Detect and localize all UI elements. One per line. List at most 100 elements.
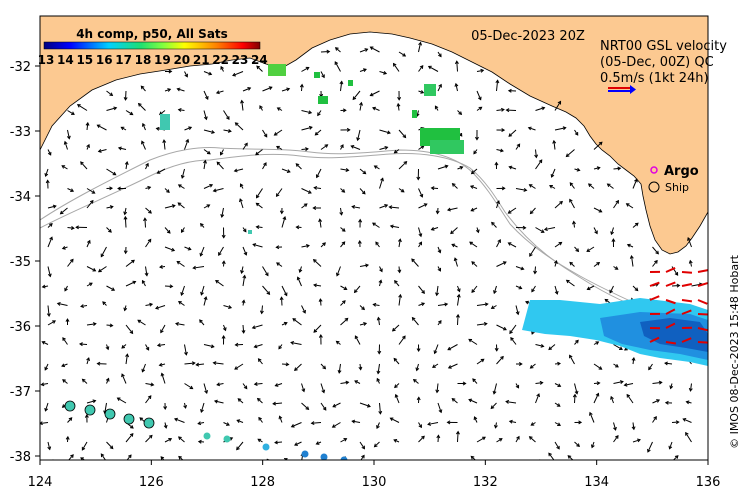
- velocity-arrow-head: [204, 390, 209, 395]
- velocity-arrow-head: [227, 128, 232, 133]
- velocity-arrow-head: [609, 289, 613, 294]
- velocity-arrow: [220, 149, 224, 156]
- velocity-arrow: [508, 242, 517, 248]
- velocity-arrow: [630, 255, 634, 267]
- velocity-arrow-head: [378, 279, 383, 284]
- velocity-arrow-head: [393, 357, 398, 362]
- velocity-arrow-head: [108, 228, 112, 233]
- velocity-arrow: [141, 141, 146, 150]
- velocity-arrow-head: [220, 214, 225, 218]
- velocity-arrow-head: [647, 448, 651, 453]
- velocity-arrow: [42, 341, 49, 345]
- velocity-arrow-head: [438, 320, 442, 324]
- velocity-arrow-head: [80, 304, 84, 309]
- velocity-arrow-head: [234, 122, 239, 126]
- velocity-arrow: [416, 110, 419, 117]
- velocity-arrow: [86, 200, 94, 209]
- velocity-arrow-head: [282, 216, 287, 220]
- velocity-arrow-head: [278, 345, 282, 350]
- velocity-arrow-head: [362, 68, 367, 72]
- velocity-arrow-head: [383, 462, 386, 465]
- velocity-arrow-head: [438, 53, 442, 58]
- velocity-arrow-head: [402, 134, 407, 139]
- velocity-arrow: [97, 124, 107, 131]
- velocity-arrow: [242, 87, 251, 92]
- velocity-arrow: [457, 294, 460, 306]
- velocity-arrow-head: [403, 161, 408, 165]
- velocity-arrow-head: [301, 388, 306, 393]
- velocity-arrow: [196, 363, 205, 366]
- velocity-arrow: [454, 258, 458, 267]
- velocity-arrow: [593, 363, 602, 370]
- velocity-arrow: [125, 281, 136, 287]
- velocity-arrow-head: [312, 258, 317, 263]
- velocity-arrow-head: [569, 182, 574, 186]
- velocity-arrow-head: [313, 283, 317, 288]
- velocity-arrow-head: [493, 290, 497, 295]
- velocity-arrow: [86, 188, 95, 194]
- velocity-arrow-head: [357, 240, 362, 244]
- velocity-arrow-head: [256, 65, 260, 70]
- velocity-arrow-head: [109, 186, 114, 191]
- velocity-arrow: [418, 203, 428, 209]
- velocity-arrow: [47, 205, 56, 209]
- velocity-arrow: [593, 262, 600, 267]
- velocity-arrow: [184, 126, 192, 131]
- velocity-arrow-head: [141, 279, 146, 284]
- velocity-arrow: [281, 88, 290, 92]
- velocity-arrow-head: [69, 258, 74, 263]
- velocity-arrow: [530, 363, 536, 369]
- velocity-arrow: [47, 320, 56, 326]
- velocity-arrow: [106, 206, 113, 209]
- velocity-arrow: [213, 188, 224, 192]
- velocity-arrow: [418, 65, 424, 72]
- velocity-arrow-head: [361, 454, 365, 459]
- velocity-arrow: [200, 402, 205, 413]
- velocity-arrow-head: [47, 446, 52, 451]
- velocity-arrow-head: [376, 377, 381, 382]
- velocity-arrow-head: [145, 346, 150, 351]
- velocity-arrow-head: [518, 362, 523, 366]
- velocity-arrow: [574, 383, 578, 394]
- date-label: 05-Dec-2023 20Z: [471, 29, 585, 44]
- velocity-arrow: [569, 199, 575, 209]
- velocity-arrow: [106, 168, 116, 176]
- velocity-arrow-head: [314, 131, 319, 136]
- velocity-arrow-head: [109, 205, 114, 210]
- velocity-arrow-head: [550, 173, 555, 178]
- velocity-arrow-head: [191, 361, 196, 366]
- velocity-arrow-head: [674, 455, 679, 459]
- velocity-arrow-head: [400, 188, 405, 193]
- velocity-arrow-red: [665, 322, 676, 329]
- velocity-arrow-head: [418, 41, 423, 46]
- velocity-arrow: [398, 335, 406, 345]
- sst-tick-label: 21: [193, 53, 210, 67]
- velocity-arrow: [274, 441, 283, 444]
- velocity-arrow-head: [548, 452, 552, 457]
- velocity-arrow: [432, 363, 439, 368]
- velocity-arrow-head: [515, 384, 520, 389]
- velocity-arrow-red: [665, 308, 676, 315]
- velocity-arrow: [274, 129, 283, 136]
- velocity-arrow-head: [147, 395, 152, 399]
- velocity-arrow-head: [549, 185, 553, 189]
- velocity-arrow: [534, 266, 536, 274]
- velocity-arrow-head: [402, 335, 406, 340]
- velocity-arrow-head: [102, 301, 106, 305]
- velocity-arrow-head: [523, 188, 528, 192]
- velocity-arrow-head: [88, 282, 93, 287]
- velocity-arrow-head: [507, 88, 512, 93]
- velocity-arrow: [398, 266, 401, 273]
- velocity-arrow: [373, 303, 380, 306]
- velocity-arrow: [200, 246, 205, 257]
- velocity-arrow: [62, 337, 68, 345]
- sst-legend-ticks: 13 14 15 16 17 18 19 20 21 22 23 24: [38, 53, 268, 67]
- velocity-arrow: [262, 285, 270, 295]
- velocity-arrow: [106, 441, 114, 449]
- velocity-arrow: [175, 322, 185, 326]
- velocity-arrow: [145, 303, 153, 306]
- ship-marker: [123, 413, 135, 425]
- velocity-arrow-head: [354, 380, 359, 384]
- velocity-arrow: [106, 90, 113, 96]
- velocity-arrow: [117, 397, 127, 404]
